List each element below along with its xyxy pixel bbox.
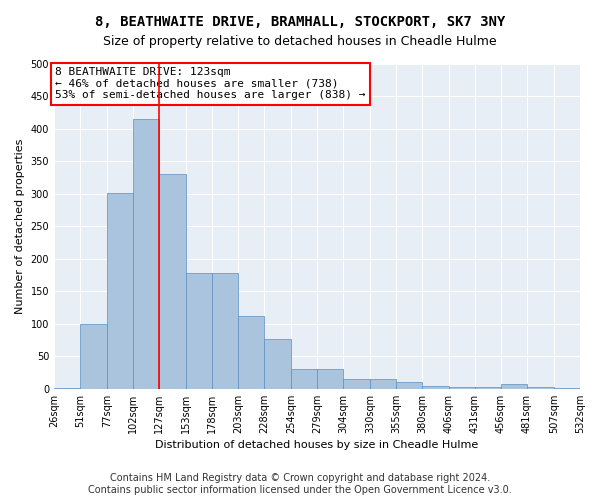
Y-axis label: Number of detached properties: Number of detached properties	[15, 138, 25, 314]
Bar	[133, 119, 159, 389]
Bar	[264, 340, 291, 389]
Bar	[370, 379, 396, 389]
Bar	[159, 174, 186, 389]
X-axis label: Distribution of detached houses by size in Cheadle Hulme: Distribution of detached houses by size …	[155, 440, 479, 450]
Bar	[554, 388, 580, 389]
Bar	[527, 387, 554, 389]
Bar	[291, 370, 317, 389]
Bar	[343, 379, 370, 389]
Bar	[54, 388, 80, 389]
Text: Size of property relative to detached houses in Cheadle Hulme: Size of property relative to detached ho…	[103, 35, 497, 48]
Bar	[449, 387, 475, 389]
Bar	[212, 273, 238, 389]
Bar	[475, 387, 501, 389]
Text: 8 BEATHWAITE DRIVE: 123sqm
← 46% of detached houses are smaller (738)
53% of sem: 8 BEATHWAITE DRIVE: 123sqm ← 46% of deta…	[55, 67, 365, 100]
Bar	[80, 324, 107, 389]
Text: Contains HM Land Registry data © Crown copyright and database right 2024.
Contai: Contains HM Land Registry data © Crown c…	[88, 474, 512, 495]
Bar	[396, 382, 422, 389]
Text: 8, BEATHWAITE DRIVE, BRAMHALL, STOCKPORT, SK7 3NY: 8, BEATHWAITE DRIVE, BRAMHALL, STOCKPORT…	[95, 15, 505, 29]
Bar	[501, 384, 527, 389]
Bar	[186, 273, 212, 389]
Bar	[238, 316, 264, 389]
Bar	[107, 192, 133, 389]
Bar	[317, 370, 343, 389]
Bar	[422, 386, 449, 389]
